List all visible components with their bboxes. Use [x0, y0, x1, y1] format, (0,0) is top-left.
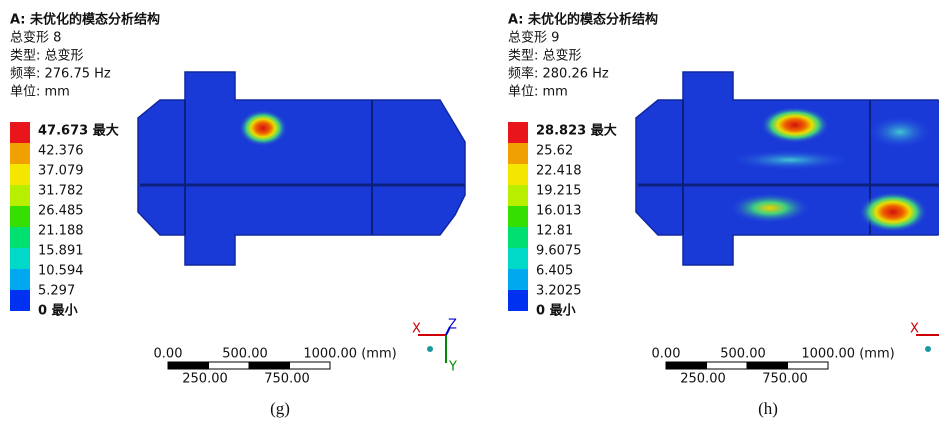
legend-label: 15.891 [38, 244, 84, 259]
legend-swatch [10, 122, 30, 143]
triad-dot [427, 346, 433, 352]
legend-swatch [10, 206, 30, 227]
triad-label: X [910, 322, 919, 337]
legend-swatch [10, 164, 30, 185]
info-line: 类型: 总变形 [508, 48, 582, 64]
legend-swatch [10, 248, 30, 269]
info-line: 频率: 280.26 Hz [508, 66, 609, 82]
legend-label: 16.013 [536, 204, 582, 219]
triad-dot [925, 346, 931, 352]
legend-label: 10.594 [38, 264, 84, 279]
legend-swatch [508, 227, 528, 248]
legend-label: 21.188 [38, 224, 84, 239]
contour-spot [239, 110, 287, 146]
legend-swatch [508, 164, 528, 185]
scale-label: 250.00 [680, 372, 726, 387]
info-line: 单位: mm [10, 85, 70, 100]
legend-label: 0 最小 [38, 304, 78, 319]
panel-title: A: 未优化的模态分析结构 [508, 12, 658, 28]
legend-swatch [10, 185, 30, 206]
legend-label: 22.418 [536, 164, 582, 179]
caption: (g) [270, 399, 290, 418]
scale-bar [707, 362, 748, 369]
scale-bar [209, 362, 250, 369]
contour-spot [761, 107, 829, 143]
scale-label: 500.00 [720, 347, 766, 362]
scale-label: 500.00 [222, 347, 268, 362]
scale-label: 1000.00 (mm) [801, 347, 894, 362]
panel-title: A: 未优化的模态分析结构 [10, 12, 160, 28]
scale-label: 1000.00 (mm) [303, 347, 396, 362]
scale-bar [168, 362, 209, 369]
plate [138, 72, 465, 265]
scale-label: 750.00 [762, 372, 808, 387]
scale-label: 0.00 [154, 347, 183, 362]
info-line: 总变形 9 [508, 30, 559, 46]
info-line: 总变形 8 [10, 30, 61, 46]
legend-label: 0 最小 [536, 304, 576, 319]
legend-label: 28.823 最大 [536, 123, 617, 139]
legend-label: 31.782 [38, 184, 84, 199]
legend-swatch [10, 290, 30, 311]
scale-bar [290, 362, 331, 369]
legend-label: 37.079 [38, 164, 84, 179]
legend-swatch [508, 248, 528, 269]
legend-label: 47.673 最大 [38, 123, 119, 139]
legend-swatch [10, 269, 30, 290]
info-line: 频率: 276.75 Hz [10, 66, 111, 82]
legend-swatch [10, 227, 30, 248]
legend-label: 19.215 [536, 184, 582, 199]
scale-label: 0.00 [652, 347, 681, 362]
legend-label: 26.485 [38, 204, 84, 219]
scale-label: 250.00 [182, 372, 228, 387]
scale-bar [747, 362, 788, 369]
contour-spot [730, 193, 810, 223]
scale-bar [666, 362, 707, 369]
scale-label: 750.00 [264, 372, 310, 387]
legend-label: 25.62 [536, 144, 573, 159]
contour-spot [868, 116, 932, 148]
info-line: 类型: 总变形 [10, 48, 84, 64]
legend-label: 9.6075 [536, 244, 582, 259]
legend-label: 12.81 [536, 224, 573, 239]
contour-spot [859, 192, 927, 232]
legend-swatch [10, 143, 30, 164]
legend-swatch [508, 206, 528, 227]
scale-bar [788, 362, 829, 369]
legend-swatch [508, 290, 528, 311]
scale-bar [249, 362, 290, 369]
legend-label: 42.376 [38, 144, 84, 159]
legend-label: 5.297 [38, 284, 75, 299]
triad-label: Y [448, 360, 457, 375]
contour-spot [730, 150, 850, 170]
info-line: 单位: mm [508, 85, 568, 100]
legend-label: 6.405 [536, 264, 573, 279]
legend-swatch [508, 269, 528, 290]
triad-label: Z [448, 318, 457, 333]
caption: (h) [758, 399, 778, 418]
figure: A: 未优化的模态分析结构总变形 8类型: 总变形频率: 276.75 Hz单位… [0, 0, 939, 421]
triad-label: X [412, 322, 421, 337]
legend-label: 3.2025 [536, 284, 582, 299]
legend-swatch [508, 122, 528, 143]
legend-swatch [508, 143, 528, 164]
legend-swatch [508, 185, 528, 206]
